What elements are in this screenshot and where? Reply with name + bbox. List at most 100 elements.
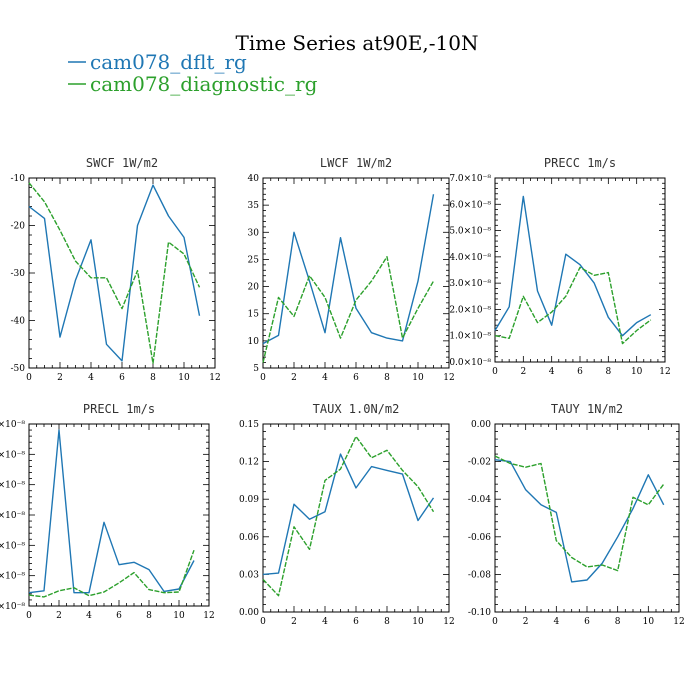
- x-tick-label: 8: [146, 611, 152, 621]
- series-line-cam078-dflt-rg: [28, 184, 201, 362]
- x-tick-label: 8: [605, 367, 611, 377]
- figure-title: Time Series at90E,-10N: [236, 31, 479, 55]
- x-tick-label: 8: [150, 373, 156, 383]
- series-line-cam078-dflt-rg: [494, 195, 652, 337]
- x-tick-label: 4: [549, 367, 555, 377]
- y-tick-label: 5.0×10⁻⁸: [449, 227, 491, 237]
- x-tick-label: 12: [209, 373, 220, 383]
- panel-title-swcf: SWCF 1W/m2: [86, 156, 158, 170]
- series-line-cam078-diagnostic-rg: [262, 256, 435, 363]
- x-tick-label: 6: [119, 373, 125, 383]
- panel-swcf: SWCF 1W/m2 0 2 4 6 8 10 12 -50 -40 -30 -20 -10: [11, 156, 221, 383]
- y-tick-label: -0.06: [468, 533, 491, 543]
- x-tick-label: 10: [412, 617, 424, 627]
- y-tick-label: -40: [11, 317, 26, 327]
- x-tick-label: 4: [86, 611, 92, 621]
- y-tick-label: 0.09: [239, 495, 259, 505]
- y-tick-label: 35: [248, 201, 260, 211]
- y-tick-label: 0.12: [239, 458, 259, 468]
- panel-precl: PRECL 1m/s 0 2 4 6 8 10 12 1.0×10⁻⁸ 1.5×10⁻⁸ 2.0×1…: [0, 402, 215, 621]
- plot-frame-lwcf: [262, 177, 450, 369]
- y-tick-label: 30: [248, 228, 260, 238]
- x-tick-label: 2: [523, 617, 529, 627]
- series-line-cam078-diagnostic-rg: [494, 455, 665, 572]
- x-tick-label: 2: [56, 611, 62, 621]
- y-tick-label: 0.00: [239, 608, 259, 618]
- plot-frame-precl: [28, 423, 210, 607]
- panel-title-precl: PRECL 1m/s: [83, 402, 155, 416]
- y-tick-label: 4.0×10⁻⁸: [449, 253, 491, 263]
- series-line-cam078-diagnostic-rg: [494, 266, 652, 345]
- x-tick-label: 12: [443, 617, 454, 627]
- y-tick-label: 5: [253, 364, 259, 374]
- x-tick-label: 0: [26, 373, 32, 383]
- x-tick-label: 4: [553, 617, 559, 627]
- y-tick-label: 3.0×10⁻⁸: [0, 481, 25, 491]
- x-tick-label: 8: [384, 373, 390, 383]
- x-tick-label: 6: [116, 611, 122, 621]
- x-tick-label: 6: [353, 617, 359, 627]
- y-tick-label: 25: [248, 255, 260, 265]
- x-tick-label: 0: [492, 367, 498, 377]
- x-tick-label: 2: [291, 373, 297, 383]
- x-tick-label: 10: [412, 373, 424, 383]
- legend-label-dflt: cam078_dflt_rg: [90, 50, 247, 74]
- series-line-cam078-diagnostic-rg: [28, 549, 195, 598]
- y-tick-label: 0.15: [239, 420, 259, 430]
- x-tick-label: 12: [203, 611, 214, 621]
- x-tick-label: 12: [443, 373, 454, 383]
- x-tick-label: 0: [492, 617, 498, 627]
- series-line-cam078-dflt-rg: [28, 429, 195, 594]
- y-tick-label: -0.04: [468, 495, 491, 505]
- y-tick-label: 1.0×10⁻⁸: [449, 332, 491, 342]
- y-tick-label: 15: [248, 310, 260, 320]
- x-tick-label: 10: [173, 611, 185, 621]
- panel-title-precc: PRECC 1m/s: [544, 156, 616, 170]
- y-tick-label: 0.0×10⁻⁸: [449, 358, 491, 368]
- series-line-cam078-dflt-rg: [494, 459, 665, 583]
- y-tick-label: 2.5×10⁻⁸: [0, 511, 25, 521]
- series-line-cam078-dflt-rg: [262, 453, 435, 576]
- y-tick-label: 4.0×10⁻⁸: [0, 420, 25, 430]
- legend: cam078_dflt_rg cam078_diagnostic_rg: [68, 50, 318, 96]
- y-tick-label: 0.06: [239, 533, 259, 543]
- y-tick-label: 3.0×10⁻⁸: [449, 279, 491, 289]
- y-tick-label: 0.00: [471, 420, 491, 430]
- plot-frame-precc: [494, 177, 666, 363]
- y-tick-label: -20: [11, 222, 26, 232]
- x-tick-label: 2: [57, 373, 63, 383]
- x-tick-label: 0: [26, 611, 32, 621]
- x-tick-label: 4: [322, 373, 328, 383]
- y-tick-label: 20: [248, 283, 260, 293]
- x-tick-label: 6: [353, 373, 359, 383]
- x-tick-label: 6: [584, 617, 590, 627]
- x-tick-label: 4: [88, 373, 94, 383]
- x-tick-label: 10: [643, 617, 655, 627]
- y-tick-label: -0.10: [468, 608, 491, 618]
- series-line-cam078-diagnostic-rg: [28, 182, 201, 364]
- plot-frame-tauy: [494, 423, 680, 613]
- legend-label-diagnostic: cam078_diagnostic_rg: [90, 72, 318, 96]
- plot-frame-swcf: [28, 177, 216, 369]
- y-tick-label: -50: [11, 364, 26, 374]
- x-tick-label: 0: [260, 373, 266, 383]
- x-tick-label: 8: [384, 617, 390, 627]
- panel-tauy: TAUY 1N/m2 0 2 4 6 8 10 12 -0.10 -0.08 -0.06 -0.04 -…: [468, 402, 685, 627]
- y-tick-label: 10: [248, 337, 260, 347]
- y-tick-label: 0.03: [239, 570, 259, 580]
- y-tick-label: 3.5×10⁻⁸: [0, 450, 25, 460]
- y-tick-label: 2.0×10⁻⁸: [0, 541, 25, 551]
- y-tick-label: 6.0×10⁻⁸: [449, 200, 491, 210]
- y-tick-label: 7.0×10⁻⁸: [449, 174, 491, 184]
- y-tick-label: 1.5×10⁻⁸: [0, 572, 25, 582]
- x-tick-label: 4: [322, 617, 328, 627]
- x-tick-label: 2: [291, 617, 297, 627]
- y-tick-label: -0.08: [468, 570, 491, 580]
- x-tick-label: 10: [178, 373, 190, 383]
- panel-title-tauy: TAUY 1N/m2: [551, 402, 623, 416]
- y-tick-label: 40: [248, 174, 260, 184]
- panel-title-taux: TAUX 1.0N/m2: [313, 402, 400, 416]
- x-tick-label: 12: [673, 617, 684, 627]
- series-line-cam078-diagnostic-rg: [262, 435, 435, 597]
